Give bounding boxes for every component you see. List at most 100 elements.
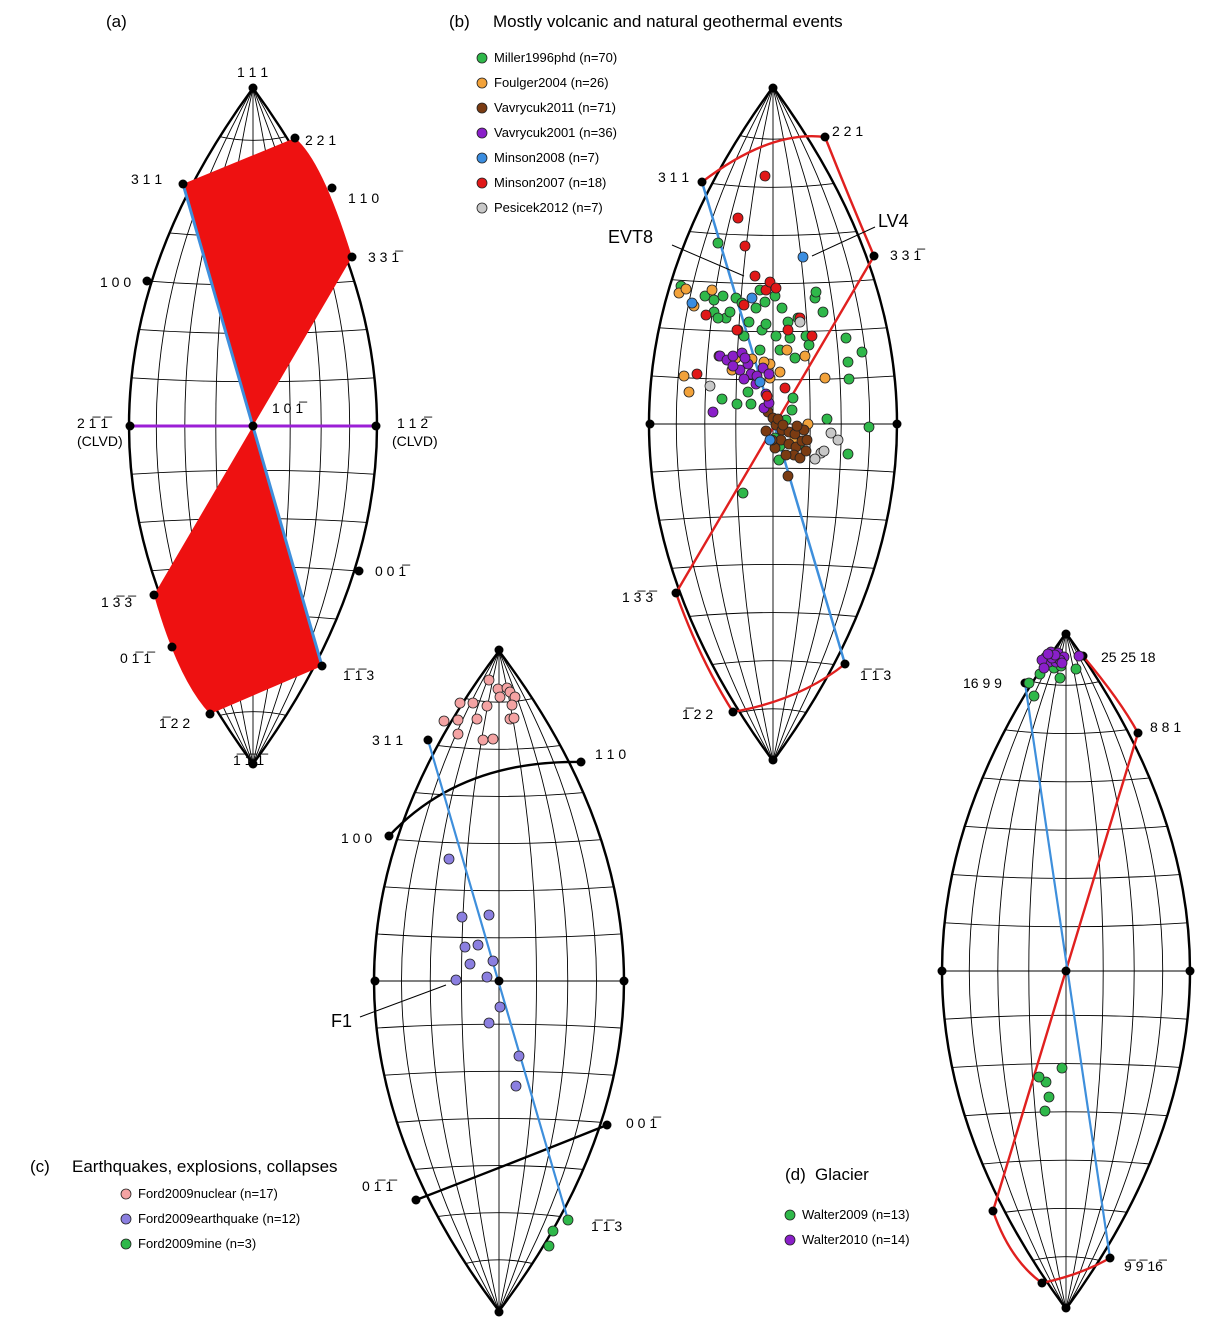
- parallel-line: [962, 825, 1170, 831]
- dot-ford2009mine: [543, 1240, 555, 1252]
- vertex-dot: [728, 707, 738, 717]
- dot-pesicek2012: [818, 445, 830, 457]
- dot-ford2009earthquake: [443, 853, 455, 865]
- parallel-line: [980, 777, 1152, 783]
- label-b-122: 1̅ 2 2: [682, 706, 713, 722]
- leader-f1: [359, 984, 447, 1018]
- vertex-dot: [354, 566, 364, 576]
- dot-ford2009earthquake: [456, 911, 468, 923]
- dot-ford2009mine: [547, 1225, 559, 1237]
- label-a-clvd-right: (CLVD): [392, 433, 438, 449]
- dot-foulger2004: [683, 386, 695, 398]
- dot-miller1996phd: [863, 421, 875, 433]
- parallel-line: [218, 711, 288, 717]
- dot-miller1996phd: [708, 294, 720, 306]
- vertex-dot: [149, 590, 159, 600]
- label-c-001: 0 0 1̅: [626, 1115, 662, 1131]
- legend-swatch: [476, 52, 488, 64]
- dot-miller1996phd: [843, 373, 855, 385]
- annotation-evt8: EVT8: [608, 227, 653, 247]
- dot-ford2009earthquake: [450, 974, 462, 986]
- dot-miller1996phd: [840, 332, 852, 344]
- parallel-line: [687, 612, 859, 618]
- label-d-1699: 16 9 9: [963, 675, 1002, 691]
- leader-lv4: [811, 226, 876, 257]
- parallel-line: [950, 1063, 1182, 1069]
- vertex-dot: [602, 1120, 612, 1130]
- dot-foulger2004: [781, 344, 793, 356]
- dot-vavrycuk2011: [780, 449, 792, 461]
- vertex-dot: [384, 831, 394, 841]
- vertex-dot: [768, 83, 778, 93]
- dot-miller1996phd: [810, 286, 822, 298]
- parallel-line: [710, 182, 836, 188]
- dot-ford2009nuclear: [452, 714, 464, 726]
- vertex-dot: [697, 177, 707, 187]
- dot-ford2009nuclear: [506, 699, 518, 711]
- panel-d-title: Glacier: [815, 1165, 869, 1184]
- legend-label: Foulger2004 (n=26): [494, 75, 609, 90]
- label-a-331: 3 3 1̅: [368, 249, 404, 265]
- label-b-221: 2 2 1: [832, 123, 863, 139]
- red-region-upper: [183, 138, 352, 426]
- legend-label: Vavrycuk2011 (n=71): [494, 100, 616, 115]
- parallel-line: [1003, 729, 1129, 735]
- parallel-line: [962, 1111, 1170, 1117]
- dot-minson2007: [739, 240, 751, 252]
- dot-foulger2004: [680, 283, 692, 295]
- dot-walter2009: [1054, 672, 1066, 684]
- legend-label: Ford2009mine (n=3): [138, 1236, 256, 1251]
- parallel-line: [1030, 1256, 1102, 1262]
- vertex-dot: [576, 757, 586, 767]
- dot-vavrycuk2001: [727, 350, 739, 362]
- lune-grid-d: [942, 633, 1190, 1309]
- dot-walter2009: [1023, 677, 1035, 689]
- label-d-9916: 9̅ 9̅ 16̅: [1124, 1258, 1168, 1274]
- vertex-dot: [1061, 629, 1071, 639]
- legend-label: Minson2008 (n=7): [494, 150, 599, 165]
- dot-minson2008: [746, 292, 758, 304]
- label-d-252518: 25 25 18: [1101, 649, 1156, 665]
- parallel-line: [218, 135, 288, 141]
- label-a-clvd-left: (CLVD): [77, 433, 123, 449]
- legend-label: Vavrycuk2001 (n=36): [494, 125, 617, 140]
- dot-miller1996phd: [712, 237, 724, 249]
- label-a-133: 1 3̅ 3̅: [101, 594, 137, 610]
- panel-d-label: (d): [785, 1165, 806, 1184]
- dot-miller1996phd: [750, 302, 762, 314]
- label-b-311: 3 1 1: [658, 169, 689, 185]
- vertex-dot: [671, 588, 681, 598]
- dot-walter2010: [1042, 648, 1054, 660]
- parallel-line: [669, 563, 877, 569]
- label-a-001: 0 0 1̅: [375, 563, 411, 579]
- label-c-011: 0 1̅ 1̅: [362, 1178, 398, 1194]
- dot-ford2009nuclear: [481, 700, 493, 712]
- dot-minson2007: [738, 299, 750, 311]
- vertex-dot: [1037, 1278, 1047, 1288]
- label-a-211: 2 1̅ 1̅: [77, 415, 113, 431]
- dot-vavrycuk2011: [801, 434, 813, 446]
- dot-miller1996phd: [789, 352, 801, 364]
- label-d-881: 8 8 1: [1150, 719, 1181, 735]
- vertex-dot: [988, 1206, 998, 1216]
- dot-minson2007: [732, 212, 744, 224]
- dot-ford2009earthquake: [481, 971, 493, 983]
- vertex-dot: [327, 183, 337, 193]
- label-b-331: 3 3 1̅: [890, 247, 926, 263]
- vertex-dot: [371, 421, 381, 431]
- parallel-line: [738, 708, 808, 714]
- parallel-line: [980, 1159, 1152, 1165]
- dot-ford2009earthquake: [483, 1017, 495, 1029]
- dot-miller1996phd: [770, 330, 782, 342]
- label-a-112: 1 1 2̅: [397, 415, 433, 431]
- dot-foulger2004: [678, 370, 690, 382]
- dot-walter2009: [1043, 1091, 1055, 1103]
- dot-miller1996phd: [817, 306, 829, 318]
- vertex-dot: [1133, 728, 1143, 738]
- dot-vavrycuk2011: [782, 470, 794, 482]
- dot-miller1996phd: [731, 398, 743, 410]
- dot-miller1996phd: [724, 306, 736, 318]
- dot-miller1996phd: [743, 316, 755, 328]
- parallel-line: [382, 886, 616, 892]
